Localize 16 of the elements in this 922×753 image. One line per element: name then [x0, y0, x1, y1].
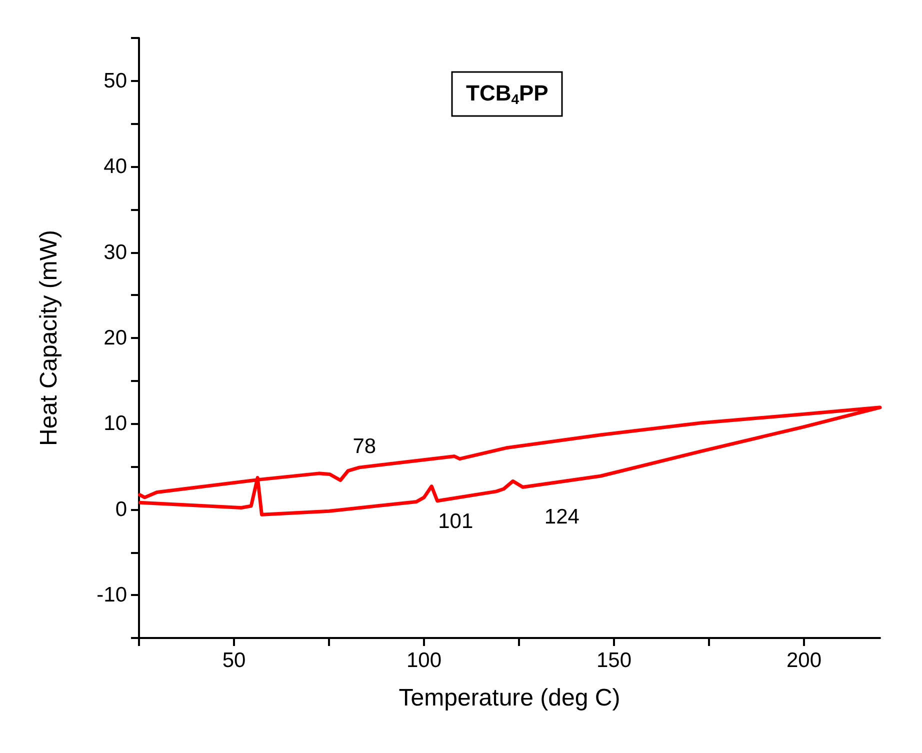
y-tick-label: 0 — [115, 498, 127, 521]
y-tick-label: 10 — [104, 412, 127, 436]
y-axis-title: Heat Capacity (mW) — [36, 230, 62, 446]
x-tick-label: 50 — [222, 649, 246, 672]
y-tick-label: 30 — [104, 240, 127, 264]
x-tick-label: 150 — [596, 649, 632, 672]
y-tick-label: 50 — [104, 69, 127, 92]
x-axis-title: Temperature (deg C) — [398, 684, 620, 712]
y-tick-label: 40 — [104, 155, 127, 178]
annotation: 101 — [438, 510, 474, 533]
x-tick-label: 100 — [406, 649, 442, 672]
x-tick-label: 200 — [786, 649, 822, 672]
y-tick-label: -10 — [96, 584, 127, 607]
annotation: 124 — [544, 506, 580, 529]
annotation: 78 — [352, 434, 376, 458]
y-tick-label: 20 — [104, 326, 127, 350]
